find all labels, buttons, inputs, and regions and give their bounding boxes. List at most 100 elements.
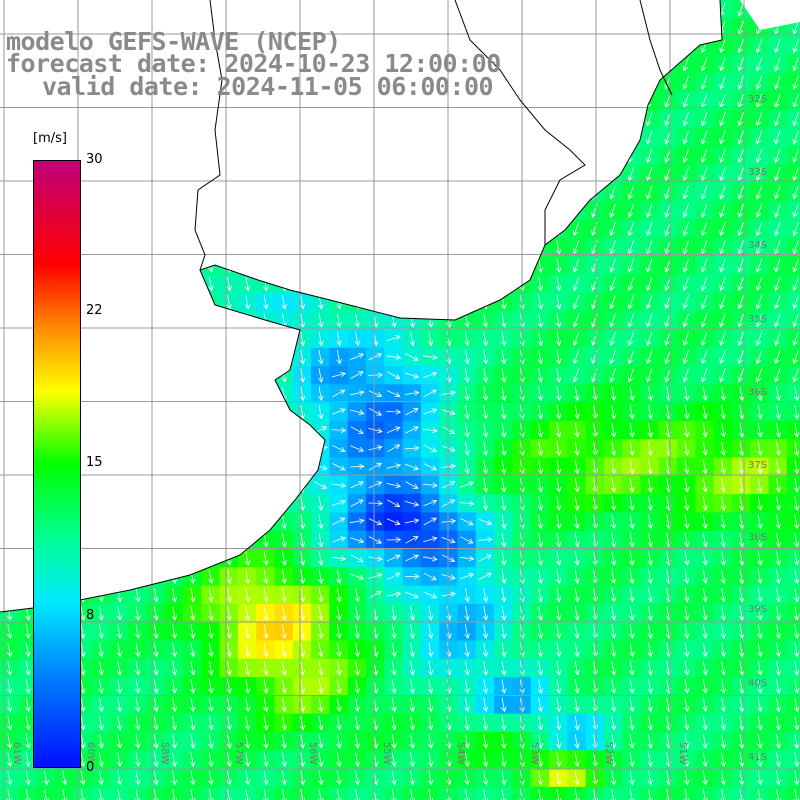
border-path: [639, 0, 673, 96]
wind-arrow: [318, 734, 324, 749]
wind-arrow: [775, 514, 781, 530]
wind-arrow: [720, 587, 727, 603]
wind-arrow: [555, 459, 562, 475]
wind-arrow: [135, 642, 141, 658]
wind-arrow: [629, 404, 635, 420]
wind-cell: [384, 439, 404, 459]
wind-arrow: [555, 496, 562, 511]
wind-arrow: [263, 624, 269, 640]
wind-arrow: [244, 276, 251, 292]
wind-arrow: [336, 587, 342, 603]
wind-arrow: [629, 624, 635, 640]
wind-arrow: [208, 569, 214, 585]
wind-arrow: [757, 734, 763, 749]
wind-arrow: [171, 734, 178, 749]
wind-arrow: [555, 386, 562, 402]
wind-arrow: [774, 240, 781, 255]
wind-arrow: [350, 445, 365, 452]
wind-arrow: [464, 459, 470, 475]
wind-arrow: [719, 148, 726, 163]
wind-arrow: [318, 313, 324, 328]
wind-arrow: [386, 426, 401, 434]
wind-cell: [347, 366, 367, 385]
wind-arrow: [555, 258, 562, 274]
wind-arrow: [609, 276, 616, 292]
wind-arrow: [574, 679, 580, 694]
wind-arrow: [537, 295, 544, 310]
wind-arrow: [501, 532, 507, 548]
wind-cell: [457, 786, 477, 800]
wind-arrow: [244, 734, 251, 749]
wind-arrow: [368, 555, 383, 562]
wind-arrow: [336, 331, 342, 347]
wind-arrow: [555, 313, 562, 328]
wind-arrow: [555, 368, 562, 383]
wind-arrow: [299, 770, 306, 786]
wind-arrow: [299, 752, 306, 768]
wind-arrow: [501, 404, 507, 420]
latitude-label: 32S: [748, 94, 767, 105]
wind-arrow: [609, 331, 616, 346]
wind-arrow: [555, 551, 562, 566]
wind-arrow: [609, 295, 616, 310]
wind-cell: [786, 311, 800, 330]
wind-arrow: [368, 591, 383, 599]
wind-arrow: [775, 642, 781, 658]
wind-arrow: [501, 478, 507, 493]
wind-arrow: [792, 203, 799, 218]
wind-arrow: [757, 587, 763, 603]
coastline-path: [0, 0, 723, 613]
wind-arrow: [757, 569, 763, 585]
latitude-label: 36S: [748, 387, 767, 398]
wind-arrow: [719, 331, 726, 346]
wind-arrow: [368, 462, 383, 471]
wind-arrow: [719, 38, 726, 54]
wind-cell: [786, 347, 800, 367]
wind-arrow: [682, 258, 689, 273]
wind-arrow: [775, 697, 781, 713]
wind-arrow: [98, 715, 104, 731]
wind-arrow: [629, 441, 635, 457]
wind-arrow: [482, 441, 489, 457]
wind-cell: [786, 457, 800, 477]
wind-arrow: [682, 295, 689, 310]
wind-cell: [786, 164, 800, 184]
wind-arrow: [774, 130, 781, 145]
wind-arrow: [189, 697, 196, 713]
wind-arrow: [171, 642, 178, 658]
wind-arrow: [80, 770, 86, 786]
wind-arrow: [627, 185, 635, 200]
wind-cell: [530, 786, 550, 800]
wind-arrow: [98, 697, 104, 713]
wind-arrow: [792, 38, 799, 54]
wind-arrow: [737, 148, 744, 163]
wind-arrow: [354, 770, 361, 786]
wind-arrow: [427, 661, 434, 676]
wind-arrow: [738, 569, 745, 585]
wind-cell: [402, 402, 422, 422]
wind-arrow: [318, 496, 324, 511]
wind-arrow: [738, 551, 745, 566]
wind-arrow: [354, 313, 361, 328]
wind-arrow: [537, 606, 544, 621]
wind-cell: [786, 622, 800, 642]
wind-arrow: [701, 276, 708, 292]
wind-arrow: [793, 606, 800, 621]
wind-arrow: [409, 734, 415, 749]
wind-arrow: [774, 276, 781, 292]
wind-arrow: [299, 496, 306, 511]
wind-arrow: [755, 130, 763, 145]
wind-arrow: [755, 313, 763, 328]
wind-arrow: [98, 679, 104, 694]
wind-arrow: [409, 661, 415, 676]
wind-arrow: [299, 551, 306, 566]
wind-arrow: [775, 496, 781, 511]
wind-arrow: [208, 642, 214, 658]
wind-arrow: [354, 331, 361, 347]
wind-arrow: [775, 441, 781, 457]
wind-arrow: [647, 532, 653, 548]
wind-arrow: [464, 642, 470, 658]
wind-arrow: [427, 734, 434, 749]
wind-arrow: [775, 715, 781, 731]
wind-arrow: [629, 734, 635, 749]
